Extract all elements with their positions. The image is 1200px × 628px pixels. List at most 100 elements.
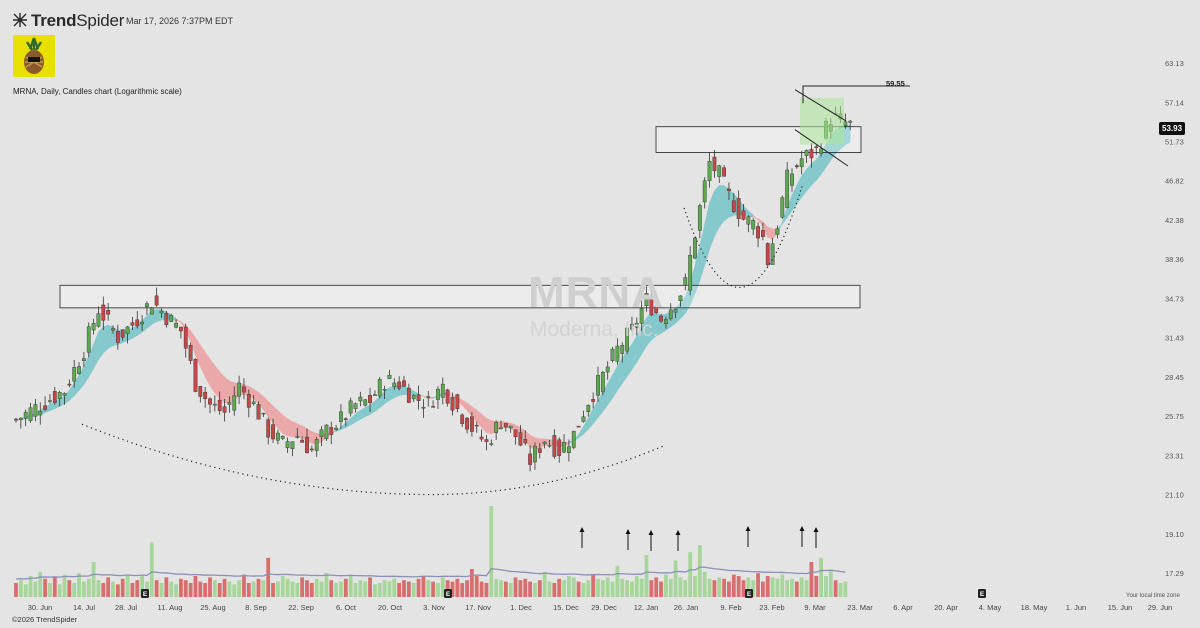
candle-body bbox=[615, 345, 620, 362]
volume-bar bbox=[135, 580, 140, 597]
volume-bar bbox=[838, 583, 843, 597]
candle-body bbox=[198, 386, 203, 397]
volume-bar bbox=[765, 576, 770, 597]
candle-body bbox=[610, 348, 615, 361]
candle-body bbox=[717, 165, 722, 177]
volume-bar bbox=[280, 576, 285, 597]
ribbon-segment bbox=[224, 376, 230, 404]
candle-body bbox=[756, 226, 760, 239]
ribbon-segment bbox=[200, 344, 206, 377]
x-tick-label: 15. Jun bbox=[1108, 603, 1133, 612]
brand-name: TrendSpider bbox=[31, 11, 124, 31]
volume-bar bbox=[634, 576, 639, 597]
candle-body bbox=[353, 403, 358, 409]
volume-bar bbox=[261, 580, 266, 597]
ribbon-segment bbox=[607, 373, 613, 406]
candle-body bbox=[557, 439, 562, 456]
candle-body bbox=[465, 417, 469, 430]
volume-bar bbox=[746, 577, 751, 597]
volume-bar bbox=[615, 566, 620, 597]
volume-bar bbox=[664, 574, 668, 597]
volume-bar bbox=[722, 578, 726, 597]
candle-body bbox=[644, 293, 649, 307]
volume-bar bbox=[741, 580, 746, 597]
volume-bar bbox=[552, 583, 557, 597]
candle-body bbox=[280, 435, 285, 439]
ribbon-segment bbox=[811, 158, 817, 187]
x-tick-label: 17. Nov bbox=[465, 603, 491, 612]
volume-bar bbox=[804, 580, 809, 597]
volume-bar bbox=[397, 583, 402, 597]
earnings-label: E bbox=[980, 591, 985, 598]
volume-bar bbox=[780, 574, 785, 597]
candle-body bbox=[460, 414, 465, 424]
volume-bar bbox=[731, 574, 736, 597]
price-zone bbox=[59, 284, 861, 309]
candle-body bbox=[436, 388, 440, 400]
timestamp: Mar 17, 2026 7:37PM EDT bbox=[126, 16, 234, 26]
candle-body bbox=[120, 329, 125, 338]
candle-body bbox=[571, 430, 576, 448]
volume-bar bbox=[149, 542, 154, 597]
volume-bar bbox=[799, 577, 804, 597]
volume-bar bbox=[18, 580, 23, 597]
volume-bar bbox=[620, 578, 625, 597]
candle-body bbox=[426, 396, 431, 398]
candle-body bbox=[406, 387, 411, 403]
candle-body bbox=[246, 394, 251, 408]
x-tick-label: 1. Dec bbox=[510, 603, 532, 612]
volume-bar bbox=[450, 581, 455, 597]
volume-bar bbox=[319, 581, 324, 597]
candle-body bbox=[101, 304, 106, 321]
volume-bar bbox=[828, 570, 833, 597]
candle-body bbox=[402, 380, 406, 387]
volume-bar bbox=[43, 578, 47, 597]
y-tick-label: 21.10 bbox=[1165, 491, 1184, 500]
candle-body bbox=[363, 399, 368, 406]
ribbon-segment bbox=[214, 364, 220, 400]
volume-bar bbox=[688, 552, 693, 597]
ribbon-segment bbox=[592, 399, 599, 425]
ribbon-segment bbox=[350, 413, 356, 426]
volume-bar bbox=[533, 583, 537, 597]
candle-body bbox=[586, 405, 591, 412]
candle-body bbox=[261, 412, 266, 415]
volume-bar bbox=[416, 578, 421, 597]
ribbon-segment bbox=[204, 351, 211, 386]
volume-bar bbox=[377, 583, 382, 597]
candle-body bbox=[450, 397, 455, 411]
ribbon-segment bbox=[277, 409, 284, 435]
volume-bar bbox=[499, 580, 503, 597]
candle-body bbox=[217, 399, 222, 411]
volume-bar bbox=[33, 581, 38, 597]
ribbon-segment bbox=[748, 210, 754, 218]
ribbon-segment bbox=[175, 317, 182, 324]
x-tick-label: 30. Jun bbox=[28, 603, 53, 612]
volume-bar bbox=[581, 583, 586, 597]
earnings-badge bbox=[141, 589, 149, 598]
x-tick-label: 9. Feb bbox=[720, 603, 741, 612]
candle-body bbox=[722, 167, 727, 177]
earnings-marker: E bbox=[978, 589, 986, 598]
x-tick-label: 9. Mar bbox=[804, 603, 826, 612]
ribbon-segment bbox=[296, 423, 303, 439]
x-tick-label: 15. Dec bbox=[553, 603, 579, 612]
ribbon-segment bbox=[355, 409, 361, 423]
candle-body bbox=[130, 322, 135, 326]
candle-body bbox=[790, 173, 794, 186]
user-avatar[interactable] bbox=[13, 35, 55, 77]
volume-bar bbox=[576, 581, 581, 597]
candle-body bbox=[339, 411, 343, 422]
ribbon-segment bbox=[132, 324, 138, 339]
ribbon-segment bbox=[64, 389, 70, 405]
volume-bar bbox=[48, 583, 52, 597]
earnings-marker: E bbox=[745, 589, 753, 598]
earnings-marker: E bbox=[141, 589, 149, 598]
candle-body bbox=[814, 146, 819, 148]
ribbon-segment bbox=[481, 413, 487, 434]
x-tick-label: 22. Sep bbox=[288, 603, 314, 612]
x-tick-label: 20. Oct bbox=[378, 603, 403, 612]
volume-bar bbox=[212, 580, 217, 597]
rounded-bottom-curve bbox=[683, 186, 803, 289]
